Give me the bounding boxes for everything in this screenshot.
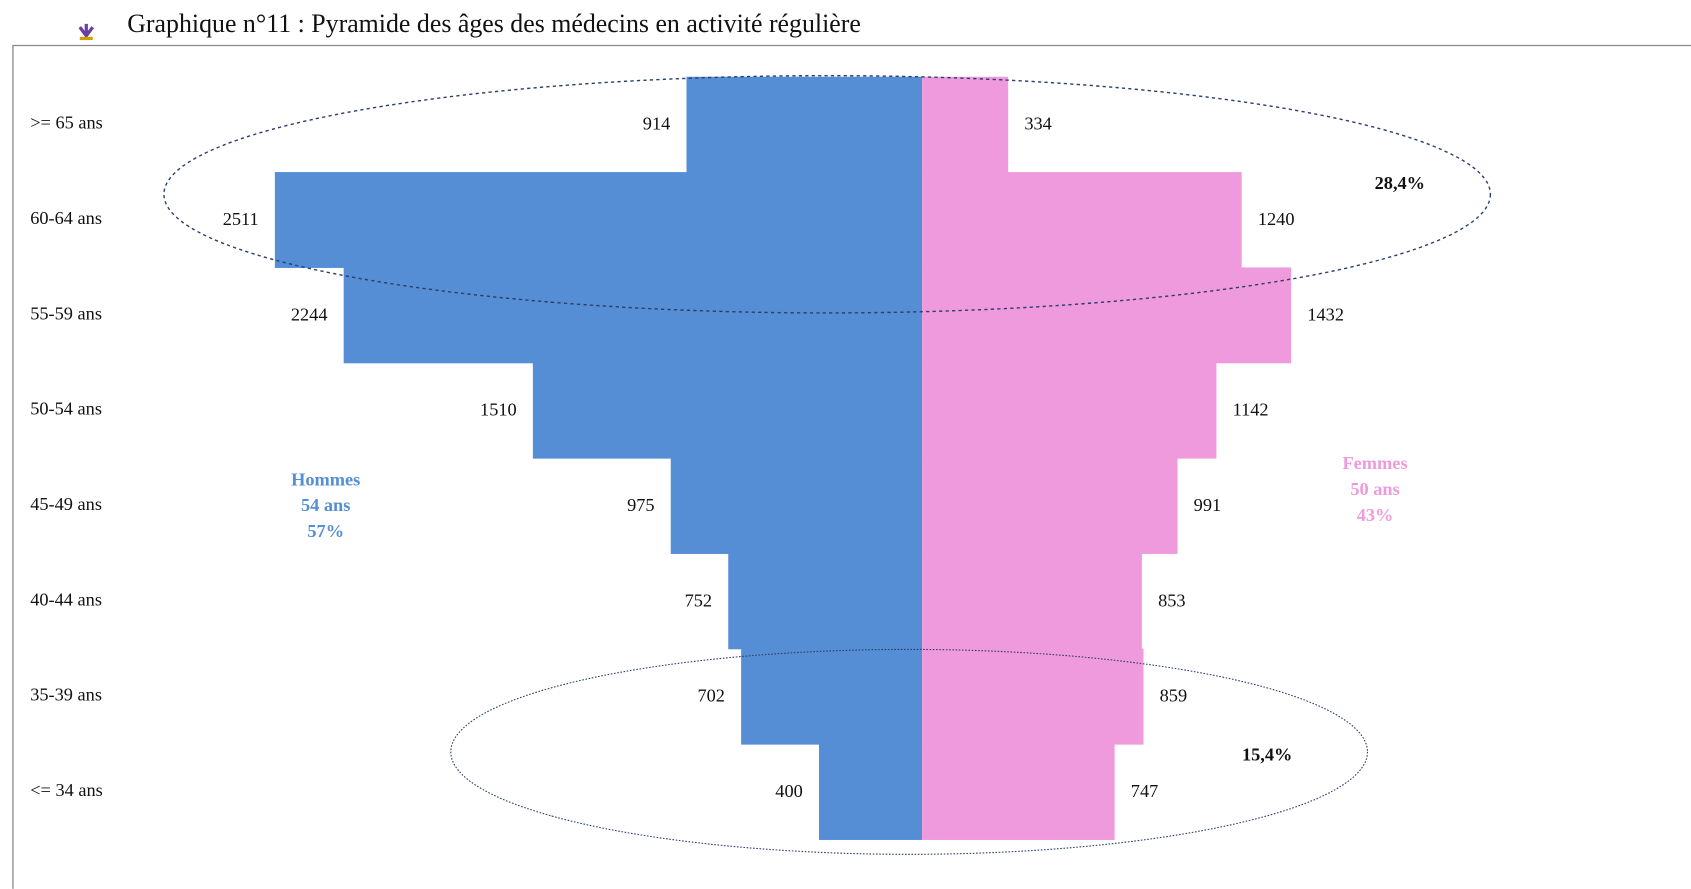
value-label: 702	[697, 686, 725, 706]
bar	[922, 267, 1292, 364]
bar	[343, 267, 923, 364]
series-label: Hommes	[291, 469, 360, 489]
bar	[274, 172, 923, 268]
value-label: 1510	[480, 400, 517, 420]
value-label: 747	[1131, 781, 1159, 801]
value-label: 334	[1024, 114, 1052, 134]
category-label: 40-44 ans	[30, 589, 102, 609]
value-label: 1432	[1307, 304, 1344, 324]
category-label: 60-64 ans	[30, 208, 102, 228]
annotation: 28,4%	[1375, 173, 1425, 193]
series-note: 57%	[307, 521, 344, 541]
value-label: 400	[775, 781, 803, 801]
value-label: 853	[1158, 590, 1186, 610]
category-label: 35-39 ans	[30, 685, 102, 705]
bars	[274, 76, 1292, 840]
bar	[728, 553, 923, 650]
value-label: 1240	[1258, 209, 1295, 229]
category-label: 45-49 ans	[30, 494, 102, 514]
value-label: 859	[1160, 686, 1188, 706]
category-label: 55-59 ans	[30, 303, 102, 323]
bar	[532, 362, 923, 459]
bar	[922, 362, 1217, 459]
chart-title: Graphique n°11 : Pyramide des âges des m…	[127, 9, 861, 38]
bar	[922, 458, 1178, 554]
bar	[922, 553, 1142, 650]
value-label: 991	[1194, 495, 1222, 515]
series-note: 54 ans	[301, 495, 350, 515]
value-label: 2511	[223, 209, 259, 229]
value-label: 2244	[291, 304, 328, 324]
bar	[686, 76, 923, 173]
value-label: 752	[685, 590, 713, 610]
series-label: Femmes	[1342, 453, 1407, 473]
value-label: 1142	[1233, 400, 1269, 420]
bar	[922, 76, 1009, 173]
value-label: 975	[627, 495, 655, 515]
bar	[670, 458, 923, 554]
category-label: 50-54 ans	[30, 399, 102, 419]
series-note: 43%	[1357, 505, 1394, 525]
bar	[922, 172, 1242, 268]
bullet-icon	[78, 23, 95, 39]
frame	[12, 44, 1691, 889]
bar	[741, 648, 923, 745]
bullet-icon-base	[79, 36, 93, 41]
category-label: >= 65 ans	[30, 113, 103, 133]
bar	[818, 744, 923, 840]
value-label: 914	[643, 114, 670, 134]
category-label: <= 34 ans	[30, 780, 103, 800]
bar	[922, 648, 1144, 745]
ellipse-older	[163, 74, 1492, 314]
series-note: 50 ans	[1350, 479, 1399, 499]
annotation: 15,4%	[1242, 744, 1292, 764]
bar	[922, 744, 1115, 840]
ellipse-younger	[450, 648, 1369, 855]
